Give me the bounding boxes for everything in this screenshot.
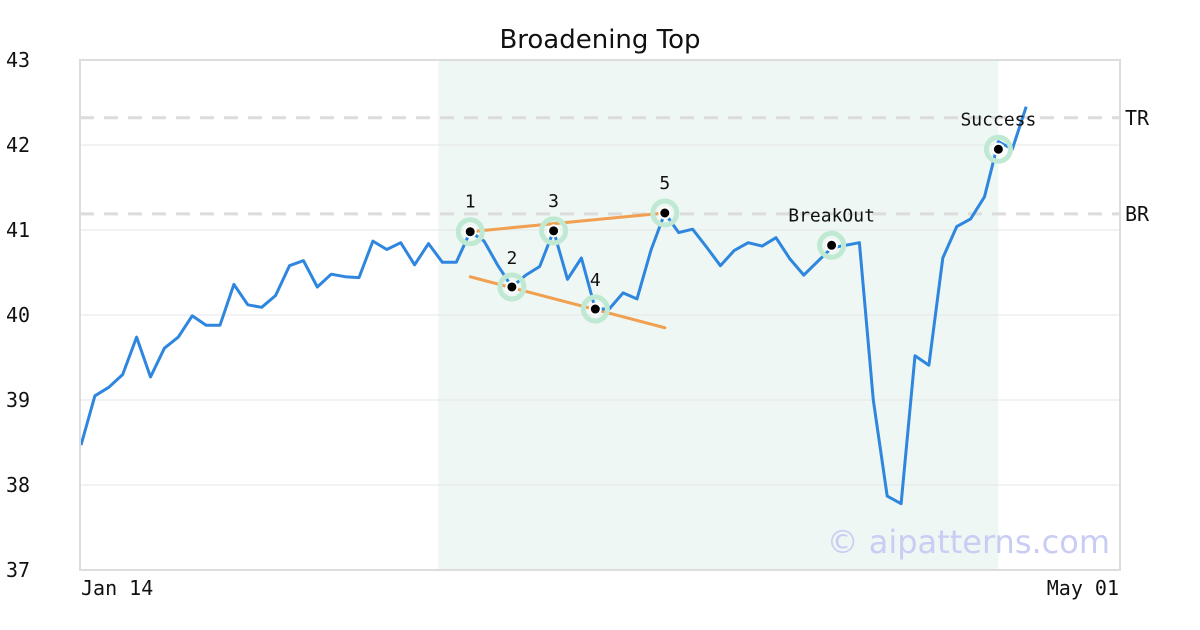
pivot-halo-2	[497, 272, 527, 302]
pivot-label-1: 1	[465, 192, 476, 213]
plot-frame	[79, 59, 1121, 571]
trendline-upper	[468, 211, 667, 234]
y-tick-label: 38	[6, 473, 30, 497]
pivot-label-3: 3	[548, 191, 559, 212]
y-tick-label: 43	[6, 48, 30, 72]
pivot-label-2: 2	[506, 248, 517, 269]
pivot-halo-breakout	[817, 230, 847, 260]
pivot-halo-4	[580, 294, 610, 324]
trendline-lower	[468, 275, 667, 330]
chart-title: Broadening Top	[499, 25, 700, 55]
reference-label-tr: TR	[1125, 106, 1150, 130]
pivot-point-4	[588, 302, 602, 316]
pivot-point-3	[547, 224, 561, 238]
pivot-point-5	[658, 206, 672, 220]
reference-label-br: BR	[1125, 202, 1150, 226]
y-tick-label: 37	[6, 558, 30, 582]
y-tick-label: 39	[6, 388, 30, 412]
x-tick-label-end: May 01	[1047, 576, 1119, 600]
pivot-halo-success	[983, 134, 1013, 164]
pivot-point-breakout	[825, 238, 839, 252]
y-tick-label: 41	[6, 218, 30, 242]
pivot-label-4: 4	[590, 270, 601, 291]
pivot-label-5: 5	[659, 173, 670, 194]
pivot-label-success: Success	[960, 109, 1036, 130]
x-tick-label-start: Jan 14	[81, 576, 153, 600]
pivot-halo-1	[455, 217, 485, 247]
pivot-label-breakout: BreakOut	[788, 205, 875, 226]
pivot-point-2	[505, 280, 519, 294]
pivot-halo-3	[539, 216, 569, 246]
watermark: © aipatterns.com	[827, 523, 1110, 561]
pivot-point-1	[463, 225, 477, 239]
pivot-point-success	[991, 142, 1005, 156]
pivot-halo-5	[650, 198, 680, 228]
y-tick-label: 40	[6, 303, 30, 327]
y-tick-label: 42	[6, 133, 30, 157]
